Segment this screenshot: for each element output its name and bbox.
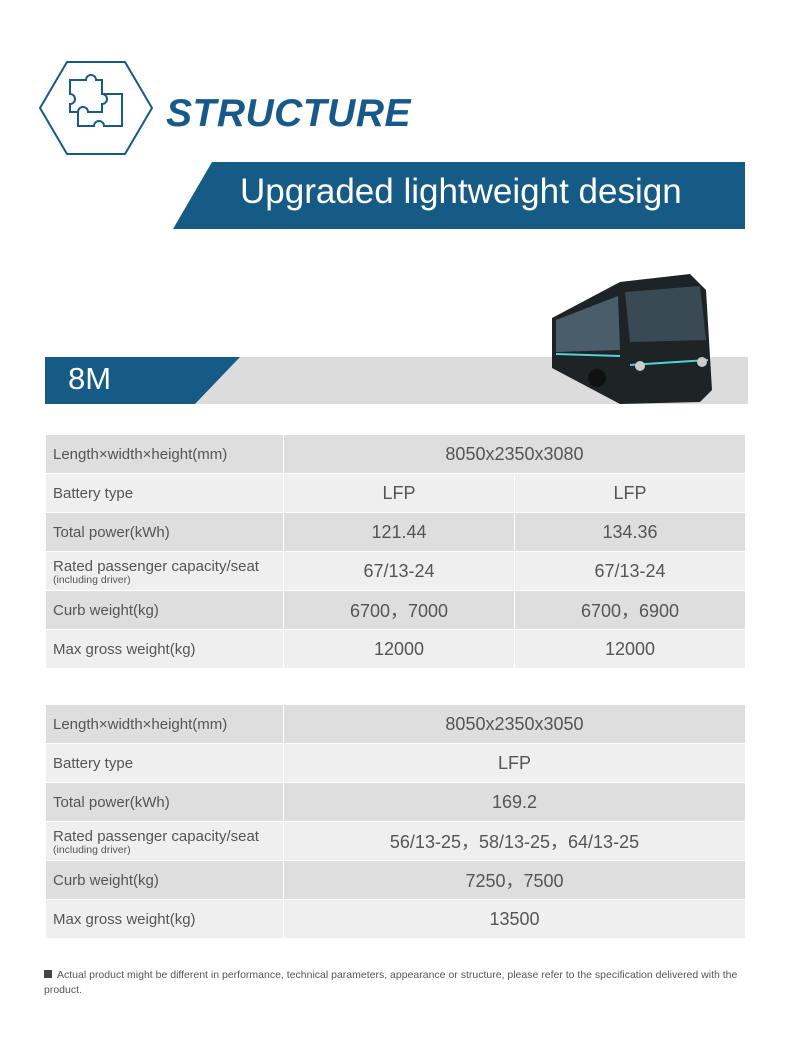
row-label: Rated passenger capacity/seat (including … xyxy=(45,821,284,861)
label-text: Length×width×height(mm) xyxy=(53,715,228,733)
row-label: Battery type xyxy=(45,743,284,783)
puzzle-icon xyxy=(69,74,123,127)
spec-value: 134.36 xyxy=(514,512,746,552)
label-note: (including driver) xyxy=(53,843,131,856)
section-tab xyxy=(45,357,240,404)
label-text: Total power(kWh) xyxy=(53,793,170,811)
row-label: Max gross weight(kg) xyxy=(45,629,284,669)
spec-row: Battery type LFP xyxy=(45,743,746,783)
spec-row: Length×width×height(mm) 8050x2350x3080 xyxy=(45,434,746,474)
spec-row: Curb weight(kg) 7250，7500 xyxy=(45,860,746,900)
row-label: Length×width×height(mm) xyxy=(45,704,284,744)
label-text: Total power(kWh) xyxy=(53,523,170,541)
spec-row: Rated passenger capacity/seat (including … xyxy=(45,551,746,591)
spec-value: 8050x2350x3050 xyxy=(283,704,746,744)
label-text: Battery type xyxy=(53,754,134,772)
spec-value: 67/13-24 xyxy=(283,551,515,591)
row-label: Rated passenger capacity/seat (including … xyxy=(45,551,284,591)
spec-value: 13500 xyxy=(283,899,746,939)
spec-value: 12000 xyxy=(514,629,746,669)
bus-image xyxy=(552,274,712,404)
decor xyxy=(38,61,748,404)
footnote: Actual product might be different in per… xyxy=(44,968,754,998)
spec-value: 56/13-25，58/13-25，64/13-25 xyxy=(283,821,746,861)
label-text: Max gross weight(kg) xyxy=(53,640,196,658)
label-text: Curb weight(kg) xyxy=(53,601,159,619)
spec-value: 169.2 xyxy=(283,782,746,822)
spec-row: Total power(kWh) 121.44 134.36 xyxy=(45,512,746,552)
spec-value: 12000 xyxy=(283,629,515,669)
spec-value: 6700，7000 xyxy=(283,590,515,630)
spec-table: Length×width×height(mm) 8050x2350x3050 Bat… xyxy=(45,704,746,939)
row-label: Max gross weight(kg) xyxy=(45,899,284,939)
spec-row: Total power(kWh) 169.2 xyxy=(45,782,746,822)
row-label: Battery type xyxy=(45,473,284,513)
spec-value: LFP xyxy=(514,473,746,513)
spec-row: Max gross weight(kg) 12000 12000 xyxy=(45,629,746,669)
label-text: Length×width×height(mm) xyxy=(53,445,228,463)
spec-value: 67/13-24 xyxy=(514,551,746,591)
spec-value: 6700，6900 xyxy=(514,590,746,630)
label-text: Rated passenger capacity/seat xyxy=(53,827,259,845)
spec-row: Battery type LFP LFP xyxy=(45,473,746,513)
section-label: 8M xyxy=(68,361,112,396)
banner-text: Upgraded lightweight design xyxy=(240,172,682,211)
spec-value: 8050x2350x3080 xyxy=(283,434,746,474)
spec-row: Rated passenger capacity/seat (including … xyxy=(45,821,746,861)
hexagon xyxy=(38,61,154,155)
row-label: Curb weight(kg) xyxy=(45,860,284,900)
spec-value: 121.44 xyxy=(283,512,515,552)
row-label: Total power(kWh) xyxy=(45,512,284,552)
banner xyxy=(173,162,745,229)
label-text: Max gross weight(kg) xyxy=(53,910,196,928)
spec-table: Length×width×height(mm) 8050x2350x3080 Bat… xyxy=(45,434,746,669)
spec-value: LFP xyxy=(283,473,515,513)
spec-row: Max gross weight(kg) 13500 xyxy=(45,899,746,939)
spec-row: Curb weight(kg) 6700，7000 6700，6900 xyxy=(45,590,746,630)
label-text: Rated passenger capacity/seat xyxy=(53,557,259,575)
title: STRUCTURE xyxy=(166,92,411,135)
label-note: (including driver) xyxy=(53,573,131,586)
row-label: Total power(kWh) xyxy=(45,782,284,822)
spec-value: 7250，7500 xyxy=(283,860,746,900)
label-text: Curb weight(kg) xyxy=(53,871,159,889)
row-label: Length×width×height(mm) xyxy=(45,434,284,474)
spec-value: LFP xyxy=(283,743,746,783)
row-label: Curb weight(kg) xyxy=(45,590,284,630)
label-text: Battery type xyxy=(53,484,134,502)
spec-row: Length×width×height(mm) 8050x2350x3050 xyxy=(45,704,746,744)
